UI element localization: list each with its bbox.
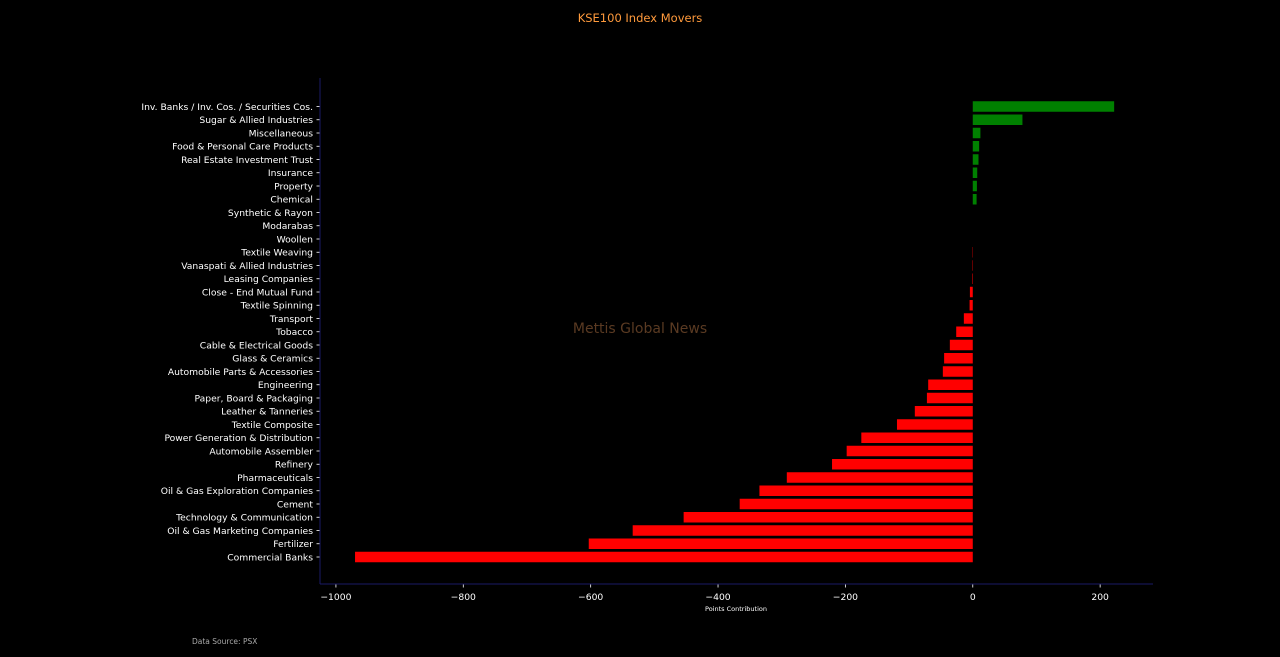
category-label: Paper, Board & Packaging xyxy=(194,393,313,404)
category-label: Sugar & Allied Industries xyxy=(199,115,313,126)
category-label: Leasing Companies xyxy=(224,274,314,285)
category-label: Miscellaneous xyxy=(249,128,314,139)
bar xyxy=(972,101,1115,112)
category-label: Food & Personal Care Products xyxy=(172,142,313,153)
bar xyxy=(972,194,977,205)
category-label: Leather & Tanneries xyxy=(221,407,313,418)
category-label: Cement xyxy=(277,499,313,510)
category-label: Modarabas xyxy=(262,221,313,232)
bar xyxy=(914,406,973,417)
category-label: Textile Spinning xyxy=(240,301,313,312)
bar xyxy=(972,180,977,192)
x-axis-title: Points Contribution xyxy=(705,605,767,613)
category-label: Technology & Communication xyxy=(175,513,313,524)
bar xyxy=(588,538,973,549)
bar xyxy=(972,154,979,165)
bar xyxy=(832,459,973,470)
category-label: Oil & Gas Exploration Companies xyxy=(161,486,313,497)
x-axis-ticks: −1000 −800 −600 −400 −200 0 200 xyxy=(320,584,1109,603)
bar xyxy=(896,419,973,430)
category-label: Textile Composite xyxy=(231,420,314,431)
bar xyxy=(942,366,973,377)
category-label: Commercial Banks xyxy=(227,552,313,563)
bar-group xyxy=(355,101,1115,563)
category-label: Automobile Parts & Accessories xyxy=(168,367,313,378)
bar xyxy=(972,167,978,178)
category-label: Woollen xyxy=(277,234,314,245)
category-label: Oil & Gas Marketing Companies xyxy=(167,526,313,537)
category-label: Transport xyxy=(269,314,314,325)
bar xyxy=(786,472,973,483)
bar xyxy=(739,498,973,510)
x-tick-label: 0 xyxy=(970,592,976,603)
x-tick-label: 200 xyxy=(1091,592,1109,603)
bar xyxy=(926,392,973,404)
bar xyxy=(969,286,973,298)
x-tick-label: −200 xyxy=(833,592,858,603)
bar xyxy=(972,273,973,284)
x-tick-label: −800 xyxy=(451,592,476,603)
category-label: Real Estate Investment Trust xyxy=(181,155,313,166)
category-label: Insurance xyxy=(268,168,313,179)
category-label: Glass & Ceramics xyxy=(232,354,313,365)
data-source-note: Data Source: PSX xyxy=(192,637,257,646)
bar xyxy=(846,445,973,457)
bar xyxy=(972,141,980,152)
bar xyxy=(949,339,973,351)
category-label: Chemical xyxy=(270,195,313,206)
category-label: Pharmaceuticals xyxy=(237,473,313,484)
x-tick-label: −600 xyxy=(578,592,603,603)
category-label: Cable & Electrical Goods xyxy=(200,340,313,351)
bar xyxy=(972,114,1023,125)
category-label: Vanaspati & Allied Industries xyxy=(181,261,313,272)
x-tick-label: −1000 xyxy=(320,592,351,603)
chart-title: KSE100 Index Movers xyxy=(578,11,703,25)
bar xyxy=(759,485,973,496)
category-label: Tobacco xyxy=(275,327,313,338)
bar xyxy=(944,353,973,364)
bar xyxy=(683,512,973,523)
bar xyxy=(956,326,973,337)
bar xyxy=(355,551,973,563)
bar xyxy=(632,525,973,536)
bar xyxy=(928,379,973,390)
bar xyxy=(861,432,973,443)
category-label: Automobile Assembler xyxy=(209,446,313,457)
category-label: Property xyxy=(274,181,313,192)
category-label: Refinery xyxy=(275,460,314,471)
watermark-text: Mettis Global News xyxy=(573,321,707,337)
x-tick-label: −400 xyxy=(705,592,730,603)
category-labels: Inv. Banks / Inv. Cos. / Securities Cos.… xyxy=(141,102,320,563)
bar xyxy=(969,300,973,311)
category-label: Textile Weaving xyxy=(240,248,313,259)
bar xyxy=(972,127,981,139)
category-label: Inv. Banks / Inv. Cos. / Securities Cos. xyxy=(141,102,313,113)
bar xyxy=(963,313,973,324)
category-label: Close - End Mutual Fund xyxy=(202,287,313,298)
category-label: Synthetic & Rayon xyxy=(228,208,313,219)
category-label: Engineering xyxy=(258,380,313,391)
category-label: Power Generation & Distribution xyxy=(164,433,313,444)
category-label: Fertilizer xyxy=(273,539,313,550)
